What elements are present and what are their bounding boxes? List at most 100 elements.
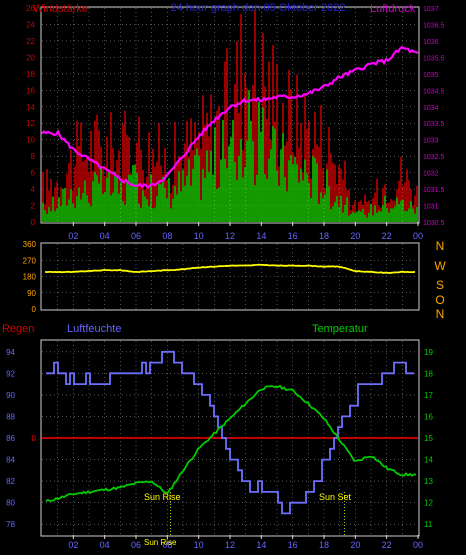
wind-y-tick: 22: [26, 37, 35, 46]
direction-y-tick: 270: [23, 256, 37, 265]
temperature-y-tick: 16: [424, 412, 433, 421]
x-tick-label-bottom: 10: [194, 540, 204, 550]
wind-y-tick: 14: [26, 103, 35, 112]
wind-y-tick: 6: [31, 169, 36, 178]
temperature-y-tick: 11: [424, 520, 433, 529]
x-tick-label-top: 08: [162, 231, 172, 241]
x-tick-label-top: 02: [68, 231, 78, 241]
temperature-y-tick: 19: [424, 348, 433, 357]
x-tick-label-top: 16: [288, 231, 298, 241]
x-tick-label-bottom: 22: [382, 540, 392, 550]
temperature-y-tick: 13: [424, 477, 433, 486]
compass-label-n-bottom: N: [436, 307, 445, 321]
humidity-y-tick: 88: [6, 412, 15, 421]
x-tick-label-top: 14: [256, 231, 266, 241]
temperature-y-tick: 12: [424, 499, 433, 508]
wind-y-tick: 2: [31, 202, 36, 211]
x-tick-label-top: 06: [131, 231, 141, 241]
humidity-y-tick: 78: [6, 520, 15, 529]
humidity-y-tick: 84: [6, 456, 15, 465]
sunrise-label: Sun Rise: [144, 492, 181, 502]
x-tick-label-bottom: 20: [350, 540, 360, 550]
x-tick-label-bottom: 06: [131, 540, 141, 550]
x-tick-label-top: 18: [319, 231, 329, 241]
x-tick-label-bottom: 14: [256, 540, 266, 550]
pressure-y-tick: 1037: [423, 6, 439, 13]
wind-y-tick: 24: [26, 20, 35, 29]
pressure-y-tick: 1030.5: [423, 220, 445, 227]
pressure-y-tick: 1033.5: [423, 121, 445, 128]
humidity-temp-series: [42, 341, 418, 535]
compass-label-w: W: [434, 259, 446, 273]
wind-pressure-series: [41, 7, 419, 222]
x-tick-label-bottom: 12: [225, 540, 235, 550]
temperature-label: Temperatur: [312, 323, 368, 335]
wind-direction-series: [42, 244, 418, 309]
x-tick-label-top: 04: [100, 231, 110, 241]
humidity-y-tick: 90: [6, 391, 15, 400]
direction-y-tick: 0: [32, 305, 37, 314]
wind-y-tick: 18: [26, 70, 35, 79]
x-tick-label-bottom: 18: [319, 540, 329, 550]
wind-y-tick: 0: [31, 218, 36, 227]
humidity-y-tick: 94: [6, 348, 15, 357]
rain-y-tick: 0: [32, 434, 37, 443]
pressure-y-tick: 1035.5: [423, 55, 445, 62]
pressure-y-tick: 1033: [423, 138, 439, 145]
pressure-y-tick: 1032.5: [423, 154, 445, 161]
compass-label-n-top: N: [436, 239, 445, 253]
x-tick-label-top: 12: [225, 231, 235, 241]
pressure-y-tick: 1036: [423, 39, 439, 46]
humidity-y-tick: 80: [6, 499, 15, 508]
humidity-label: Luftfeuchte: [67, 323, 121, 335]
sunrise-bottom-label: Sun Rise: [144, 538, 177, 547]
x-tick-label-top: 00: [413, 231, 423, 241]
humidity-y-tick: 92: [6, 369, 15, 378]
temperature-line: [45, 384, 417, 502]
temperature-y-tick: 14: [424, 456, 433, 465]
x-tick-label-bottom: 16: [288, 540, 298, 550]
direction-y-tick: 180: [23, 273, 37, 282]
sunset-label: Sun Set: [319, 492, 352, 502]
temperature-y-tick: 17: [424, 391, 433, 400]
pressure-y-tick: 1032: [423, 171, 439, 178]
humidity-y-tick: 86: [6, 434, 15, 443]
x-tick-label-bottom: 02: [68, 540, 78, 550]
pressure-y-tick: 1035: [423, 72, 439, 79]
x-tick-label-top: 22: [382, 231, 392, 241]
pressure-y-tick: 1036.5: [423, 22, 445, 29]
compass-label-s: S: [436, 278, 444, 292]
wind-title: Windstärke: [33, 3, 88, 15]
chart-title: 24 hour graph dan 05 Oktober 2022: [171, 2, 346, 14]
wind-y-tick: 10: [26, 136, 35, 145]
temperature-y-tick: 15: [424, 434, 433, 443]
x-tick-label-bottom: 08: [162, 540, 172, 550]
x-tick-label-top: 20: [350, 231, 360, 241]
pressure-y-tick: 1034: [423, 105, 439, 112]
x-tick-label-bottom: 04: [100, 540, 110, 550]
pressure-line: [41, 45, 419, 189]
temperature-y-tick: 18: [424, 369, 433, 378]
humidity-y-tick: 82: [6, 477, 15, 486]
wind-y-tick: 26: [26, 4, 35, 13]
pressure-y-tick: 1034.5: [423, 88, 445, 95]
pressure-y-tick: 1031.5: [423, 187, 445, 194]
wind-y-tick: 12: [26, 119, 35, 128]
humidity-line: [46, 350, 414, 515]
wind-pressure-panel: [40, 6, 420, 224]
direction-y-tick: 360: [23, 240, 37, 249]
wind-direction-line: [44, 263, 416, 274]
direction-y-tick: 90: [27, 289, 36, 298]
wind-y-tick: 4: [31, 185, 36, 194]
wind-y-tick: 20: [26, 53, 35, 62]
axis-labels: 024681012141618202224261030.510311031.51…: [6, 4, 444, 550]
pressure-y-tick: 1031: [423, 204, 439, 211]
pressure-title: Luftdruck: [370, 3, 416, 15]
x-tick-label-top: 10: [194, 231, 204, 241]
wind-y-tick: 8: [31, 152, 36, 161]
x-tick-label-bottom: 00: [413, 540, 423, 550]
compass-label-o: O: [435, 293, 444, 307]
wind-y-tick: 16: [26, 86, 35, 95]
rain-label: Regen: [2, 323, 34, 335]
